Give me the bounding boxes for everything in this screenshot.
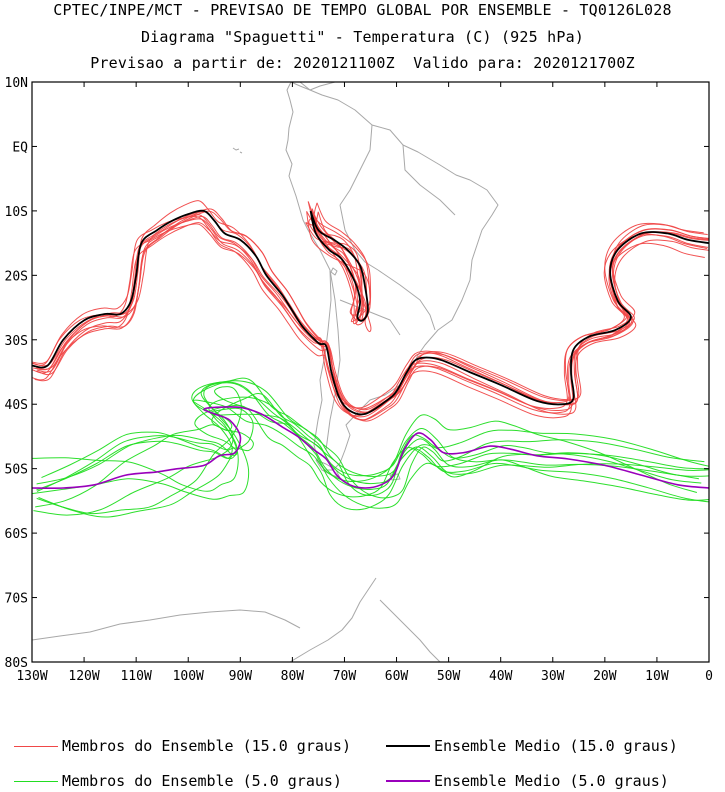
legend-swatch-members5 <box>14 780 58 782</box>
coastline-map <box>32 82 499 662</box>
y-tick-label: 10N <box>5 76 28 91</box>
spaghetti-chart: 130W 120W 110W 100W 90W 80W 70W 60W 50W 40W 30W 20W… <box>5 76 713 684</box>
y-tick-label: 40S <box>5 398 28 413</box>
x-tick-label: 20W <box>593 669 617 684</box>
legend-swatch-mean5 <box>386 780 430 782</box>
legend-label-members5: Membros do Ensemble (5.0 graus) <box>62 772 342 790</box>
x-tick-label: 40W <box>489 669 513 684</box>
ensemble-mean-line-15deg <box>32 209 709 416</box>
country-border-2 <box>402 144 456 216</box>
plot-frame <box>31 81 710 663</box>
x-tick-label: 0 <box>705 669 713 684</box>
x-tick-label: 10W <box>645 669 669 684</box>
lake-titicaca <box>330 267 338 276</box>
member-line-15deg <box>311 208 363 316</box>
y-tick-label: EQ <box>12 140 28 155</box>
member-line-5deg <box>36 386 702 515</box>
y-tick-label: 20S <box>5 269 28 284</box>
member-line-5deg <box>38 407 709 518</box>
legend-item-members15: Membros do Ensemble (15.0 graus) <box>14 735 351 757</box>
x-tick-label: 110W <box>120 669 151 684</box>
member-line-5deg <box>36 404 709 498</box>
x-tick-label: 120W <box>68 669 99 684</box>
south-america-coastline <box>285 82 499 471</box>
y-tick-label: 60S <box>5 527 28 542</box>
member-line-15deg <box>32 210 709 421</box>
x-tick-label: 50W <box>437 669 461 684</box>
x-tick-label: 60W <box>385 669 409 684</box>
x-tick-label: 70W <box>333 669 357 684</box>
axes: 130W 120W 110W 100W 90W 80W 70W 60W 50W 40W 30W 20W… <box>5 76 713 684</box>
member-line-15deg <box>36 208 709 421</box>
chart-title-line-1: CPTEC/INPE/MCT - PREVISAO DE TEMPO GLOBA… <box>53 1 672 19</box>
member-line-15deg <box>315 211 372 333</box>
antarctica-coast-west <box>32 609 301 641</box>
galapagos <box>232 147 243 154</box>
ensemble-means <box>32 209 709 490</box>
member-line-15deg <box>313 214 364 325</box>
ensemble-mean-line-15deg <box>309 210 369 322</box>
y-tick-label: 70S <box>5 592 28 607</box>
central-america <box>299 82 336 91</box>
y-tick-label: 80S <box>5 656 28 671</box>
legend-label-members15: Membros do Ensemble (15.0 graus) <box>62 737 351 755</box>
member-line-5deg <box>36 380 705 499</box>
x-tick-label: 100W <box>173 669 204 684</box>
country-border-1 <box>339 124 373 206</box>
member-line-15deg <box>313 202 371 326</box>
x-tick-label: 130W <box>16 669 47 684</box>
member-line-15deg <box>37 218 708 414</box>
x-tick-label: 90W <box>229 669 253 684</box>
chart-title-line-3: Previsao a partir de: 2020121100Z Valido… <box>90 54 635 72</box>
legend-item-mean15: Ensemble Medio (15.0 graus) <box>386 735 678 757</box>
country-border-4 <box>377 269 436 331</box>
chart-title-line-2: Diagrama "Spaguetti" - Temperatura (C) (… <box>140 28 585 46</box>
country-border-3 <box>339 204 379 271</box>
legend-item-mean5: Ensemble Medio (5.0 graus) <box>386 770 669 792</box>
member-line-15deg <box>32 223 708 411</box>
x-tick-label: 80W <box>281 669 305 684</box>
legend-swatch-mean15 <box>386 745 430 747</box>
antarctic-peninsula <box>289 577 377 662</box>
antarctica-coast-east <box>379 599 441 662</box>
member-line-5deg <box>35 377 709 508</box>
y-tick-label: 10S <box>5 205 28 220</box>
ensemble-mean-line-5deg <box>32 406 709 490</box>
x-tick-label: 30W <box>541 669 565 684</box>
country-border-6 <box>325 269 341 451</box>
y-tick-label: 30S <box>5 334 28 349</box>
legend-label-mean5: Ensemble Medio (5.0 graus) <box>434 772 669 790</box>
y-tick-label: 50S <box>5 463 28 478</box>
legend-item-members5: Membros do Ensemble (5.0 graus) <box>14 770 342 792</box>
member-line-15deg <box>306 211 371 323</box>
member-line-15deg <box>32 215 709 418</box>
legend-label-mean15: Ensemble Medio (15.0 graus) <box>434 737 678 755</box>
member-line-5deg <box>32 399 698 493</box>
legend-swatch-members15 <box>14 745 58 747</box>
